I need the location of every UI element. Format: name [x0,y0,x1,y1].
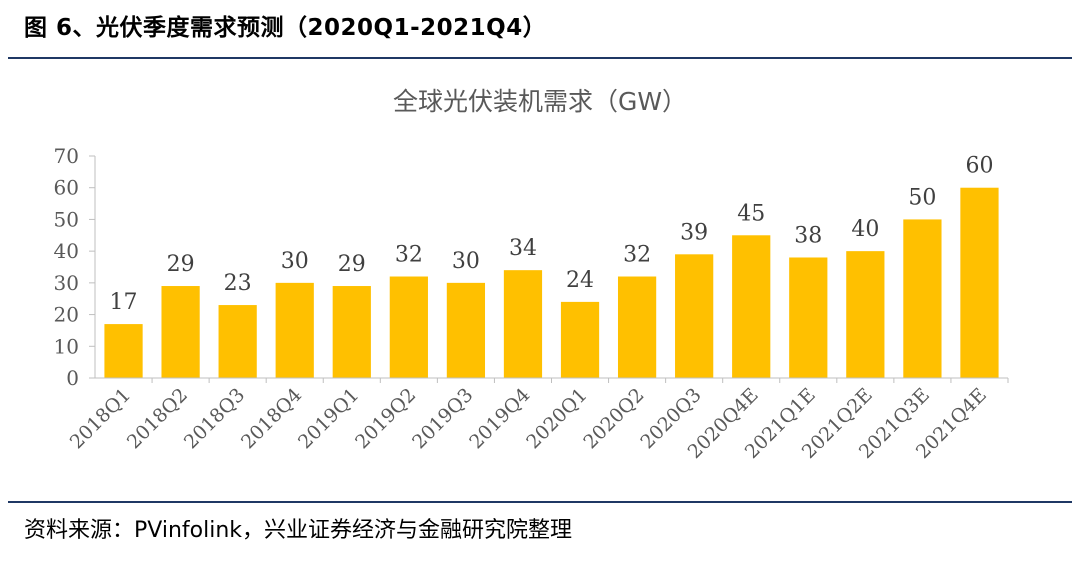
bar [218,305,257,378]
data-label: 30 [452,249,480,274]
bar [389,276,428,378]
data-label: 45 [737,201,765,226]
bar [846,251,885,378]
bar [503,270,543,378]
x-tick-label: 2018Q1 [66,384,135,453]
bar [161,286,200,378]
bar [732,235,771,378]
bar [960,187,999,378]
x-tick-label: 2019Q1 [294,384,363,453]
y-tick-label: 0 [66,366,79,390]
bar [560,301,600,378]
y-tick-label: 50 [54,207,79,231]
data-label: 24 [566,268,594,293]
data-label: 50 [908,185,936,210]
bar [104,324,143,378]
bar [332,286,371,378]
data-label: 32 [623,243,651,268]
data-label: 38 [794,223,822,248]
bar [275,282,314,378]
data-labels: 17 29 23 30 29 32 30 34 24 32 39 45 38 40 50 60 [110,154,994,315]
top-rule [8,57,1072,59]
data-label: 32 [395,243,423,268]
data-label: 29 [167,252,195,277]
x-tick-label: 2019Q3 [408,384,477,453]
bar [789,257,828,378]
figure-title: 图 6、光伏季度需求预测（2020Q1-2021Q4） [24,15,547,41]
bar [903,219,942,378]
bar [617,276,657,378]
source-note: 资料来源：PVinfolink，兴业证券经济与金融研究院整理 [24,518,573,543]
x-tick-label: 2020Q2 [579,384,648,453]
x-tick-label: 2020Q1 [522,384,591,453]
x-tick-label: 2018Q3 [180,384,249,453]
y-tick-label: 30 [54,271,79,295]
x-tick-label: 2019Q4 [465,384,534,453]
bottom-rule [8,501,1072,503]
data-label: 17 [110,290,138,315]
data-label: 30 [281,249,309,274]
x-tick-label: 2018Q2 [123,384,192,453]
data-label: 60 [965,154,993,179]
x-tick-label: 2019Q2 [351,384,420,453]
bars [104,187,999,378]
bar [675,254,714,378]
y-tick-label: 60 [54,176,79,200]
y-axis: 0 10 20 30 40 50 60 70 [54,144,96,390]
data-label: 29 [338,252,366,277]
x-tick-label: 2018Q4 [237,384,306,453]
y-tick-label: 70 [54,144,79,168]
data-label: 23 [224,271,252,296]
chart-title: 全球光伏装机需求（GW） [393,87,687,116]
bar-chart: 全球光伏装机需求（GW） 0 10 20 30 40 50 60 70 17 29 23 30 29 3… [54,87,1009,463]
data-label: 34 [509,236,537,261]
data-label: 40 [851,217,879,242]
y-tick-label: 40 [54,239,79,263]
bar [446,282,486,378]
y-tick-label: 20 [54,303,79,327]
x-axis: 2018Q12018Q22018Q32018Q42019Q12019Q22019… [66,377,1009,463]
data-label: 39 [680,220,708,245]
y-tick-label: 10 [54,334,79,358]
